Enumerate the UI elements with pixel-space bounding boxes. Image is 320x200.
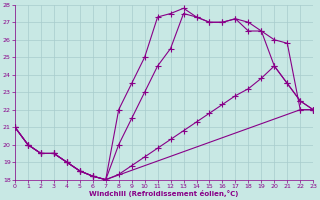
X-axis label: Windchill (Refroidissement éolien,°C): Windchill (Refroidissement éolien,°C) <box>89 190 239 197</box>
